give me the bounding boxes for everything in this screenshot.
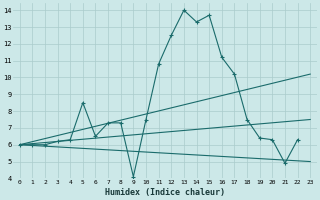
X-axis label: Humidex (Indice chaleur): Humidex (Indice chaleur) (105, 188, 225, 197)
